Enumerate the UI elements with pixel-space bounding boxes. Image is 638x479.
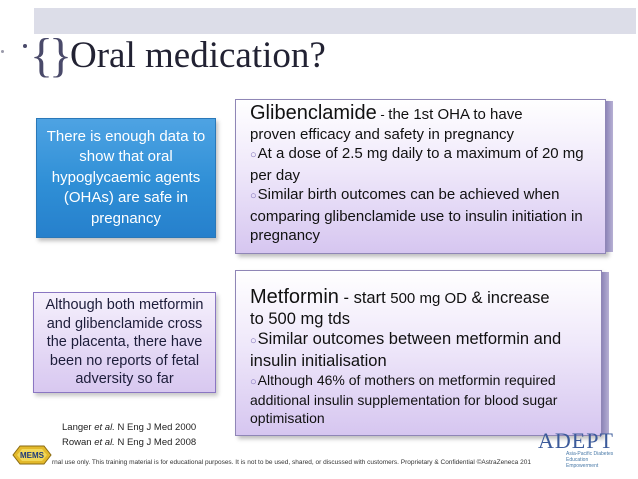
bullet-icon: ○ bbox=[250, 149, 257, 161]
bullet-icon: ○ bbox=[250, 335, 257, 347]
glibenclamide-heading: Glibenclamide bbox=[250, 102, 377, 124]
glibenclamide-heading-rest: the 1st OHA to have bbox=[388, 106, 523, 123]
metformin-content: Metformin - start 500 mg OD & increase t… bbox=[250, 287, 598, 427]
bullet-icon: ○ bbox=[250, 190, 257, 202]
glibenclamide-heading-row: Glibenclamide - the 1st OHA to have bbox=[250, 102, 602, 125]
slide-title: Oral medication? bbox=[70, 35, 326, 76]
glibenclamide-panel bbox=[235, 99, 606, 254]
glibenclamide-line2: proven efficacy and safety in pregnancy bbox=[250, 125, 515, 143]
placenta-note-box: Although both metformin and glibenclamid… bbox=[33, 292, 216, 393]
metformin-heading-tail: & increase bbox=[466, 289, 550, 307]
metformin-heading-rest: - start bbox=[338, 289, 391, 307]
metformin-line2: to 500 mg tds bbox=[250, 310, 350, 328]
key-message-box: There is enough data to show that oral h… bbox=[36, 118, 216, 238]
top-banner bbox=[34, 8, 636, 34]
metformin-heading: Metformin bbox=[250, 286, 339, 308]
mems-logo-icon: MEMS bbox=[12, 445, 52, 465]
metformin-panel bbox=[235, 270, 602, 436]
decorative-dot bbox=[23, 44, 27, 48]
placenta-note-text: Although both metformin and glibenclamid… bbox=[45, 297, 204, 388]
decorative-dot bbox=[1, 50, 4, 53]
references: Langer et al. N Eng J Med 2000 Rowan et … bbox=[62, 420, 196, 450]
list-item: ○Similar outcomes between metformin and … bbox=[250, 330, 562, 370]
list-item: ○Similar birth outcomes can be achieved … bbox=[250, 186, 583, 244]
panel-edge-bar bbox=[602, 272, 609, 434]
bullet-icon: ○ bbox=[250, 376, 257, 388]
adept-logo: ADEPT bbox=[538, 428, 614, 453]
heading-dash: - bbox=[376, 107, 389, 122]
adept-logo-subtitle: Asia-Pacific Diabetes Education Empowerm… bbox=[566, 451, 614, 469]
metformin-heading-row: Metformin - start 500 mg OD & increase bbox=[250, 287, 598, 309]
panel-edge-bar bbox=[606, 101, 613, 252]
confidentiality-footer: rnal use only. This training material is… bbox=[52, 459, 531, 466]
reference-item: Rowan et al. N Eng J Med 2008 bbox=[62, 437, 197, 448]
key-message-text: There is enough data to show that oral h… bbox=[46, 127, 206, 227]
brace-logo-icon: {} bbox=[30, 29, 72, 82]
reference-item: Langer et al. N Eng J Med 2000 bbox=[62, 422, 197, 433]
glibenclamide-content: Glibenclamide - the 1st OHA to have prov… bbox=[250, 102, 602, 246]
list-item: ○At a dose of 2.5 mg daily to a maximum … bbox=[250, 145, 584, 184]
metformin-dose: 500 mg OD bbox=[390, 290, 467, 307]
list-item: ○Although 46% of mothers on metformin re… bbox=[250, 372, 558, 426]
mems-logo-text: MEMS bbox=[20, 451, 45, 460]
